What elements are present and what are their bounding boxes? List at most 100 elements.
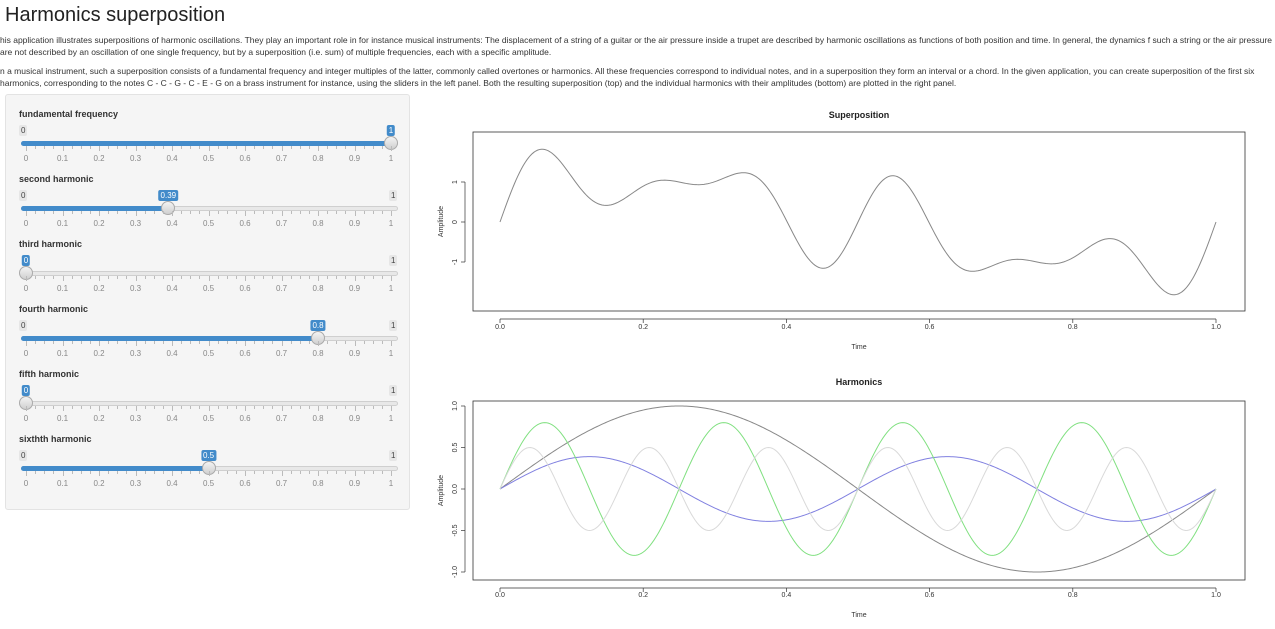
slider-5: fifth harmonic01000.10.20.30.40.50.60.70… bbox=[6, 355, 411, 423]
slider-tick-label: 0.9 bbox=[348, 284, 361, 293]
slider-tick-label: 0 bbox=[23, 219, 29, 228]
slider-tick-label: 0.6 bbox=[239, 219, 251, 228]
slider-tick-label: 0.7 bbox=[275, 219, 288, 228]
slider-tick-label: 0.3 bbox=[129, 284, 142, 293]
plot-frame bbox=[472, 400, 1246, 581]
slider-tick-label: 0.4 bbox=[166, 219, 178, 228]
superposition-line bbox=[499, 148, 1217, 296]
slider-min-label: 0 bbox=[19, 190, 28, 201]
x-tick-label: 0.2 bbox=[638, 592, 648, 599]
slider-tick-label: 0.7 bbox=[275, 414, 288, 423]
slider-1: fundamental frequency 0 1 1 0 0.1 0.2 0.3 0.4 0.5… bbox=[6, 95, 411, 163]
slider-tick-label: 0.9 bbox=[348, 219, 361, 228]
plot-frame bbox=[472, 131, 1246, 312]
x-tick-label: 0.6 bbox=[925, 324, 935, 331]
slider-handle[interactable] bbox=[161, 201, 176, 215]
slider-tick-label: 0.9 bbox=[348, 479, 361, 488]
slider-tick-label: 0.1 bbox=[56, 154, 69, 163]
slider-tick-label: 0.5 bbox=[202, 414, 215, 423]
slider-max-label: 1 bbox=[389, 320, 398, 331]
chart-title: Superposition bbox=[829, 110, 890, 120]
slider-tick-label: 0.9 bbox=[348, 154, 361, 163]
slider-ticks: 0 0.1 0.2 0.3 0.4 0.5 0.6 0.7 0.8 0.9 1 bbox=[6, 406, 411, 423]
x-axis-label: Time bbox=[851, 344, 866, 351]
slider-fill bbox=[21, 141, 391, 146]
slider-tick-label: 0.8 bbox=[312, 349, 324, 358]
slider-tick-label: 0.8 bbox=[312, 154, 324, 163]
slider-max-label: 1 bbox=[389, 190, 398, 201]
slider-4: fourth harmonic 0 1 0.8 0 0.1 0.2 0.3 0.4 0.5 0.6 0… bbox=[6, 290, 411, 358]
slider-tick-label: 0.9 bbox=[348, 349, 361, 358]
slider-tick-label: 0.3 bbox=[129, 349, 142, 358]
slider-tick-label: 0 bbox=[23, 414, 29, 423]
slider-tick-label: 0 bbox=[23, 284, 29, 293]
slider-tick-label: 0 bbox=[23, 154, 29, 163]
superposition-chart: Superposition 0.0 0.2 0.4 0.6 0.8 1.0 Time -1 0 1 A… bbox=[438, 110, 1246, 351]
slider-tick-label: 0.3 bbox=[129, 414, 142, 423]
x-tick-label: 0.4 bbox=[782, 324, 792, 331]
slider-fill bbox=[21, 336, 318, 341]
slider-label: sixthth harmonic bbox=[19, 434, 92, 444]
slider-tick-label: 0.5 bbox=[202, 479, 215, 488]
slider-tick-label: 0.8 bbox=[312, 414, 324, 423]
slider-tick-label: 0.8 bbox=[312, 479, 324, 488]
slider-min-label: 0 bbox=[19, 320, 28, 331]
y-tick-label: 0 bbox=[452, 220, 459, 224]
slider-ticks: 0 0.1 0.2 0.3 0.4 0.5 0.6 0.7 0.8 0.9 1 bbox=[6, 211, 411, 228]
slider-tick-label: 0.7 bbox=[275, 479, 288, 488]
x-tick-label: 0.6 bbox=[925, 592, 935, 599]
slider-label: third harmonic bbox=[19, 239, 83, 249]
y-tick-label: 1 bbox=[452, 180, 459, 184]
slider-tick-label: 0.4 bbox=[166, 284, 178, 293]
slider-ticks: 0 0.1 0.2 0.3 0.4 0.5 0.6 0.7 0.8 0.9 1 bbox=[6, 341, 411, 358]
slider-tick-label: 0.7 bbox=[275, 154, 288, 163]
y-tick-label: 0.5 bbox=[452, 443, 459, 453]
x-tick-label: 1.0 bbox=[1211, 592, 1221, 599]
x-tick-label: 0.8 bbox=[1068, 324, 1078, 331]
slider-tick-label: 0.3 bbox=[129, 154, 142, 163]
slider-tick-label: 0.7 bbox=[275, 349, 288, 358]
slider-label: fifth harmonic bbox=[19, 369, 79, 379]
page-title: Harmonics superposition bbox=[5, 4, 226, 26]
slider-tick-label: 0.6 bbox=[239, 414, 251, 423]
y-tick-label: -1.0 bbox=[452, 566, 459, 578]
slider-tick-label: 1 bbox=[388, 284, 394, 293]
slider-fill bbox=[21, 466, 209, 471]
harmonic-line-6 bbox=[499, 446, 1217, 532]
slider-tick-label: 0.1 bbox=[56, 219, 69, 228]
slider-tick-label: 0.3 bbox=[129, 219, 142, 228]
slider-tick-label: 0.6 bbox=[239, 479, 251, 488]
slider-tick-label: 0.2 bbox=[93, 414, 105, 423]
y-axis-label: Amplitude bbox=[438, 206, 445, 237]
slider-tick-label: 0.2 bbox=[93, 284, 105, 293]
slider-tick-label: 0.2 bbox=[93, 154, 105, 163]
slider-tick-label: 0 bbox=[23, 349, 29, 358]
slider-max-label: 1 bbox=[389, 255, 398, 266]
slider-tick-label: 0.2 bbox=[93, 479, 105, 488]
slider-tick-label: 1 bbox=[388, 219, 394, 228]
slider-tick-label: 0.5 bbox=[202, 284, 215, 293]
slider-6: sixthth harmonic 0 1 0.5 0 0.1 0.2 0.3 0.4 0.5 0.6… bbox=[6, 420, 411, 488]
slider-tick-label: 0.1 bbox=[56, 349, 69, 358]
slider-tick-label: 1 bbox=[388, 154, 394, 163]
slider-tick-label: 0.4 bbox=[166, 349, 178, 358]
slider-label: second harmonic bbox=[19, 174, 94, 184]
x-tick-label: 1.0 bbox=[1211, 324, 1221, 331]
x-tick-label: 0.0 bbox=[495, 592, 505, 599]
x-tick-label: 0.0 bbox=[495, 324, 505, 331]
slider-tick-label: 1 bbox=[388, 414, 394, 423]
slider-tick-label: 0.7 bbox=[275, 284, 288, 293]
slider-fill bbox=[21, 206, 169, 211]
slider-value-label: 0 bbox=[21, 255, 31, 266]
slider-ticks: 0 0.1 0.2 0.3 0.4 0.5 0.6 0.7 0.8 0.9 1 bbox=[6, 276, 411, 293]
slider-label: fourth harmonic bbox=[19, 304, 88, 314]
slider-tick-label: 0.6 bbox=[239, 284, 251, 293]
slider-tick-label: 0 bbox=[23, 479, 29, 488]
x-axis-label: Time bbox=[851, 612, 866, 619]
slider-tick-label: 0.6 bbox=[239, 349, 251, 358]
slider-tick-label: 1 bbox=[388, 479, 394, 488]
slider-tick-label: 1 bbox=[388, 349, 394, 358]
slider-label: fundamental frequency bbox=[19, 109, 119, 119]
slider-tick-label: 0.4 bbox=[166, 479, 178, 488]
slider-tick-label: 0.2 bbox=[93, 219, 105, 228]
